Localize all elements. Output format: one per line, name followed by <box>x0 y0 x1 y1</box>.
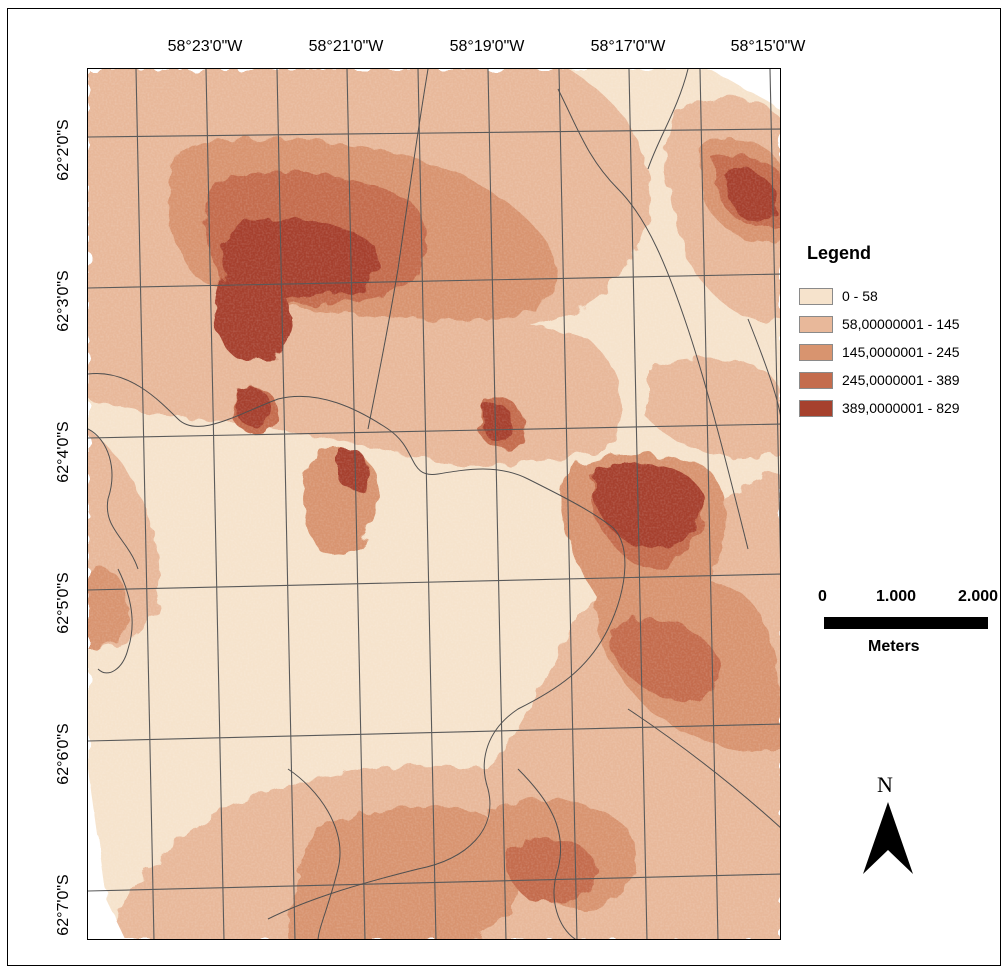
legend-label: 0 - 58 <box>842 288 878 304</box>
scale-unit: Meters <box>868 638 920 655</box>
legend-swatch <box>799 343 833 361</box>
legend-label: 145,0000001 - 245 <box>842 344 960 360</box>
legend-swatch <box>799 315 833 333</box>
map-frame <box>87 68 781 940</box>
scale-tick-label: 1.000 <box>876 588 917 605</box>
legend-title: Legend <box>807 243 872 263</box>
scale-tick-label: 2.000 <box>958 588 999 605</box>
raster-map <box>88 69 780 939</box>
longitude-label: 58°17'0"W <box>590 38 666 55</box>
longitude-label: 58°19'0"W <box>449 38 525 55</box>
legend-label: 245,0000001 - 389 <box>842 372 960 388</box>
longitude-label: 58°15'0"W <box>730 38 806 55</box>
layout-frame <box>7 8 1001 966</box>
nodata-corner <box>88 769 126 939</box>
latitude-label: 62°6'0"S <box>55 723 72 785</box>
legend-label: 389,0000001 - 829 <box>842 400 960 416</box>
legend-item: 0 - 58 <box>799 286 878 306</box>
latitude-label: 62°3'0"S <box>55 270 72 332</box>
latitude-label: 62°2'0"S <box>55 119 72 181</box>
longitude-label: 58°23'0"W <box>167 38 243 55</box>
north-label: N <box>877 772 893 797</box>
latitude-label: 62°7'0"S <box>55 874 72 936</box>
north-arrow-icon <box>863 802 913 874</box>
legend-swatch <box>799 287 833 305</box>
legend-item: 145,0000001 - 245 <box>799 342 960 362</box>
nodata-corner <box>710 69 780 108</box>
legend-label: 58,00000001 - 145 <box>842 316 960 332</box>
legend-swatch <box>799 371 833 389</box>
latitude-label: 62°4'0"S <box>55 421 72 483</box>
latitude-label: 62°5'0"S <box>55 572 72 634</box>
longitude-label: 58°21'0"W <box>308 38 384 55</box>
legend-swatch <box>799 399 833 417</box>
coastline <box>88 69 780 939</box>
graticule <box>88 69 780 939</box>
legend-item: 58,00000001 - 145 <box>799 314 960 334</box>
raster-texture <box>88 69 780 939</box>
scale-bar <box>824 617 988 629</box>
legend-item: 389,0000001 - 829 <box>799 398 960 418</box>
legend-item: 245,0000001 - 389 <box>799 370 960 390</box>
scale-tick-label: 0 <box>818 588 827 605</box>
